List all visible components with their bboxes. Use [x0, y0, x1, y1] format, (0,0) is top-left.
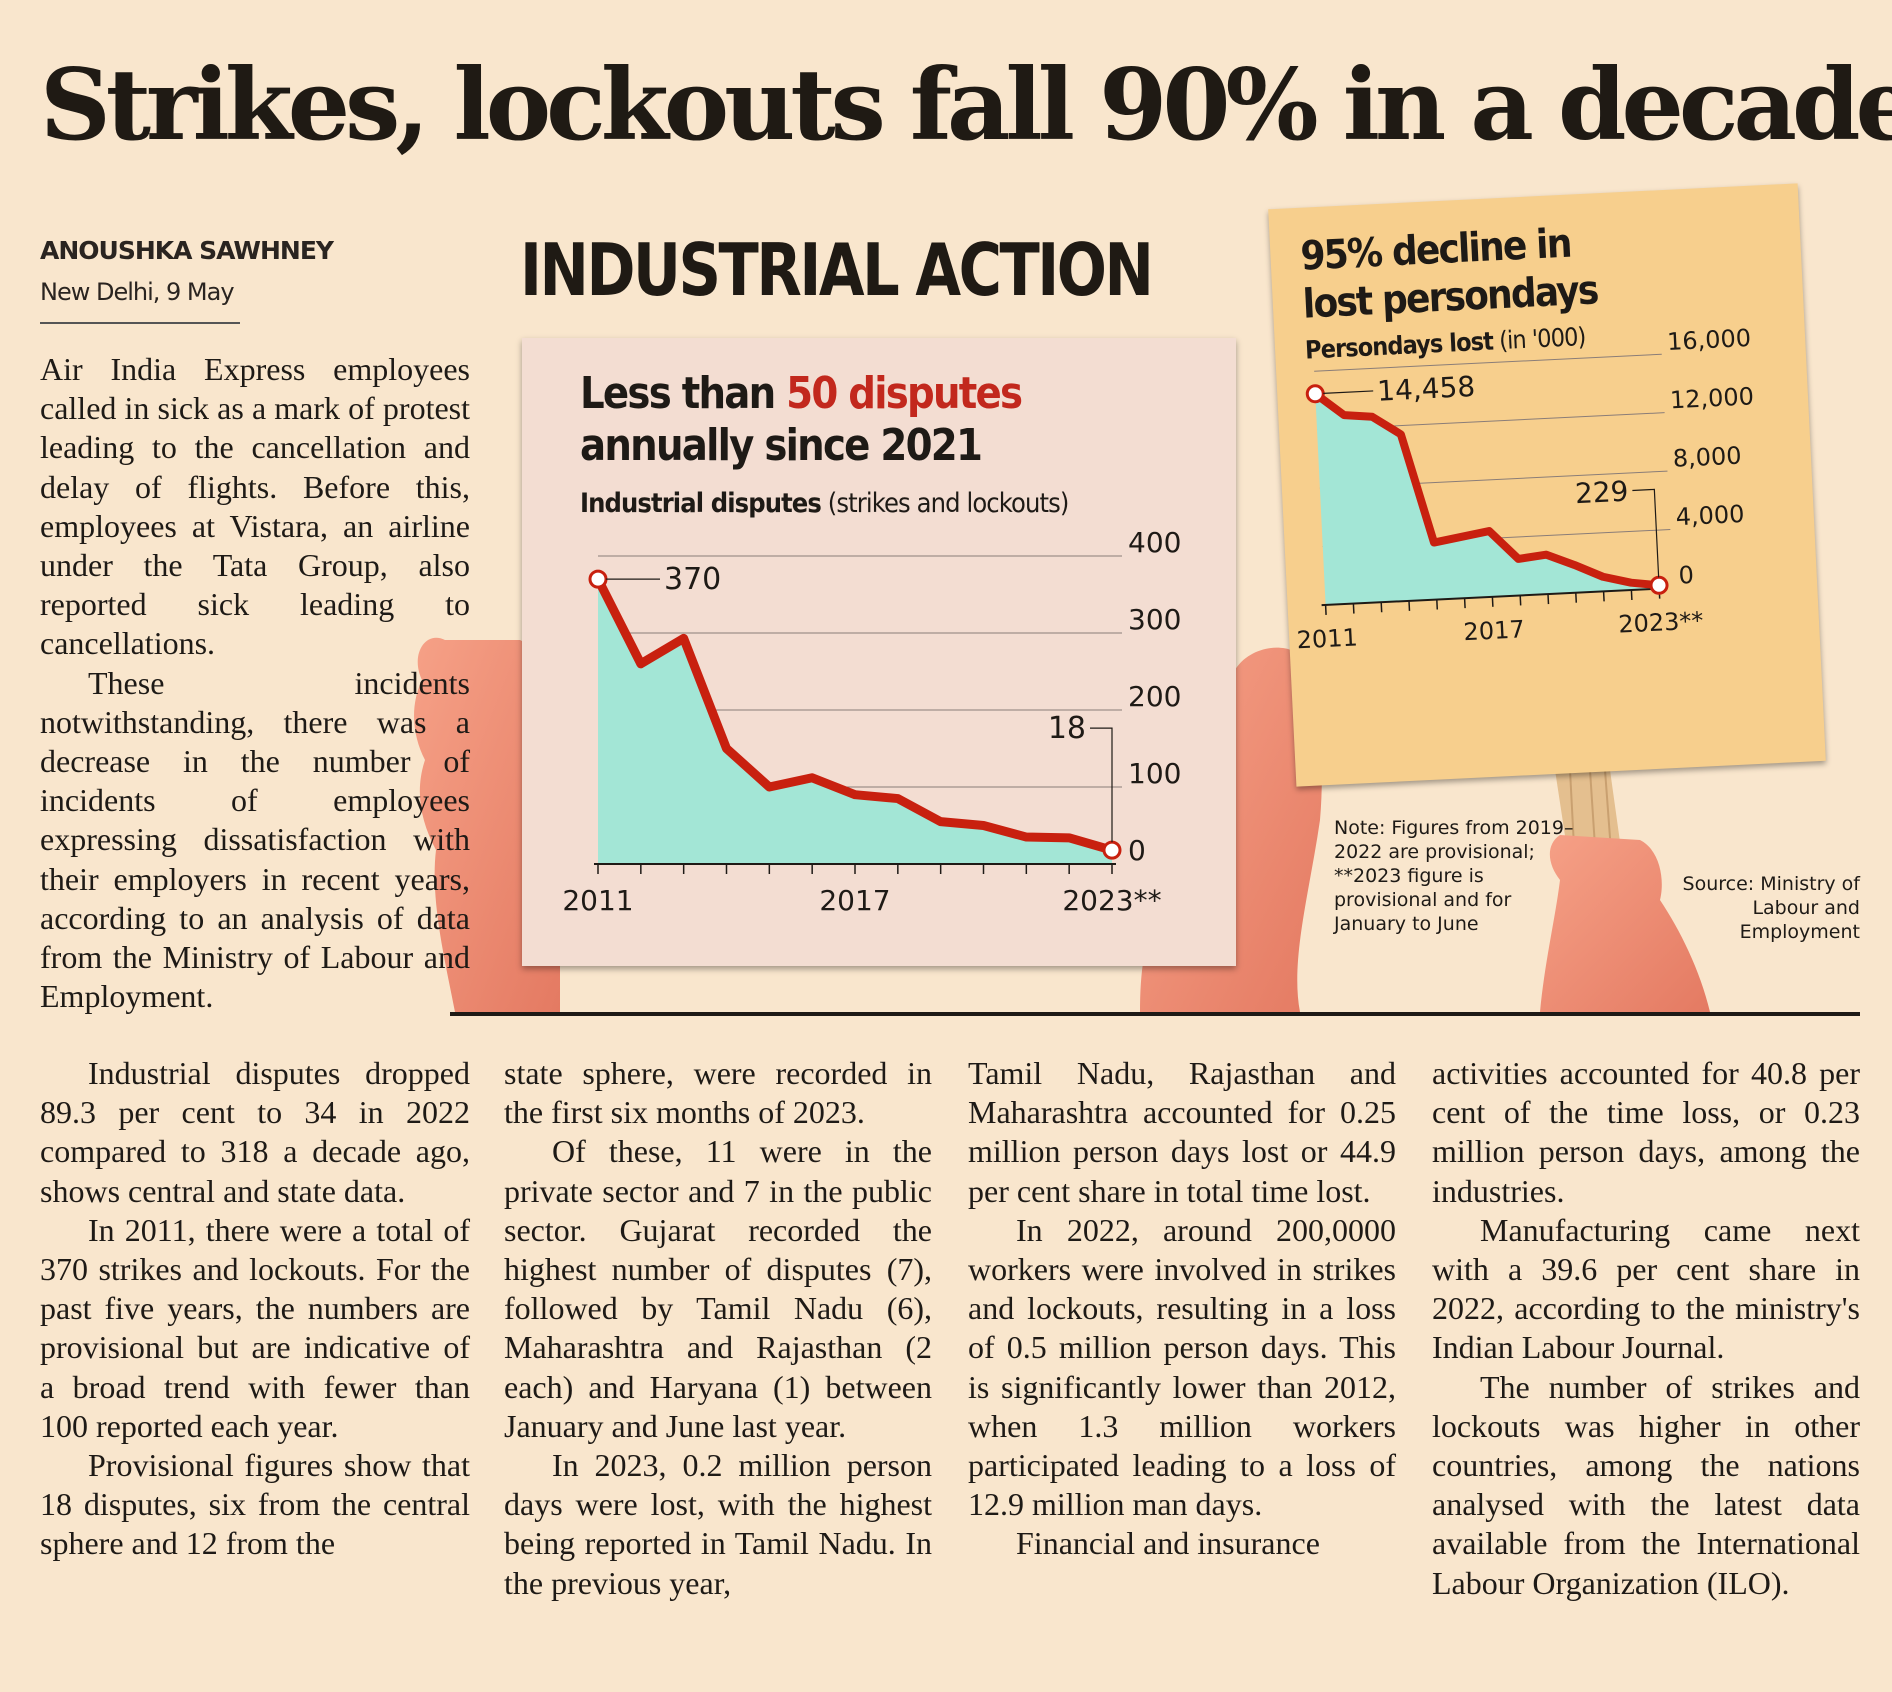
x-tick-label: 2017	[819, 884, 890, 917]
section-title: INDUSTRIAL ACTION	[520, 228, 1154, 312]
article-column-4: activities accounted for 40.8 per cent o…	[1432, 1054, 1860, 1603]
y-tick-label: 300	[1128, 603, 1181, 636]
y-tick-label: 100	[1128, 757, 1181, 790]
chart-note: Note: Figures from 2019–2022 are provisi…	[1334, 817, 1574, 935]
data-label: 18	[1048, 711, 1086, 746]
section-divider-rule	[450, 1012, 1860, 1016]
annotation-leader	[1632, 488, 1660, 578]
chart-source: Source: Ministry of Labour and Employmen…	[1682, 873, 1860, 943]
data-label: 14,458	[1376, 370, 1475, 408]
headline: Strikes, lockouts fall 90% in a decade	[40, 48, 1892, 163]
chart1-subtitle: Industrial disputes (strikes and lockout…	[580, 488, 1069, 519]
x-tick-label: 2017	[1463, 615, 1525, 646]
chart2-plot: 0 4,000 8,000 12,000 16,000 2011 2017 2023** 14,…	[1296, 324, 1755, 655]
y-tick-label: 12,000	[1669, 382, 1754, 414]
chart1-title-line2: annually since 2021	[580, 420, 983, 471]
x-tick-label: 2011	[562, 884, 633, 917]
gridline	[1314, 353, 1662, 372]
article-paragraph: Tamil Nadu, Rajasthan and Maharashtra ac…	[968, 1055, 1396, 1209]
x-tick-label: 2023**	[1618, 607, 1704, 639]
article-paragraph: In 2011, there were a total of 370 strik…	[40, 1211, 470, 1444]
byline-author: ANOUSHKA SAWHNEY	[40, 236, 334, 265]
data-point-marker	[588, 569, 608, 589]
y-tick-label: 0	[1128, 834, 1146, 867]
data-point-marker	[1305, 384, 1325, 404]
y-tick-label: 0	[1678, 561, 1695, 590]
data-label: 370	[664, 562, 721, 597]
article-paragraph: In 2023, 0.2 million person days were lo…	[504, 1447, 932, 1601]
x-tick-label: 2011	[1296, 623, 1358, 654]
article-column-1-top: Air India Express employees called in si…	[40, 350, 470, 1016]
article-column-1: Industrial disputes dropped 89.3 per cen…	[40, 1054, 470, 1564]
byline-place-date: New Delhi, 9 May	[40, 278, 235, 306]
article-column-2: state sphere, were recorded in the first…	[504, 1054, 932, 1603]
y-tick-label: 4,000	[1675, 500, 1745, 531]
chart-board-persondays: 95% decline in lost persondays Personday…	[1268, 183, 1826, 787]
data-point-marker	[1649, 575, 1669, 595]
article-paragraph: Manufacturing came next with a 39.6 per …	[1432, 1211, 1860, 1366]
annotation-leader	[1323, 390, 1374, 394]
article-paragraph: activities accounted for 40.8 per cent o…	[1432, 1055, 1860, 1209]
data-point-marker	[1102, 840, 1122, 860]
y-tick-label: 8,000	[1672, 441, 1742, 472]
article-paragraph: Provisional figures show that 18 dispute…	[40, 1447, 470, 1562]
chart1-plot: 0 100 200 300 400 2011 2017 2023** 370 18	[562, 526, 1181, 917]
chart-board-disputes: Less than 50 disputes annually since 202…	[522, 338, 1236, 966]
byline-rule	[40, 322, 240, 324]
article-paragraph: state sphere, were recorded in the first…	[504, 1055, 932, 1131]
x-tick-label: 2023**	[1062, 884, 1161, 917]
article-paragraph: Industrial disputes dropped 89.3 per cen…	[40, 1055, 470, 1209]
article-column-3: Tamil Nadu, Rajasthan and Maharashtra ac…	[968, 1054, 1396, 1564]
data-label: 229	[1574, 475, 1629, 511]
y-tick-label: 400	[1128, 526, 1181, 559]
article-paragraph: Financial and insurance	[1016, 1525, 1320, 1562]
annotation-leader	[1090, 727, 1113, 843]
series-line	[1312, 390, 1660, 590]
article-paragraph: Of these, 11 were in the private sector …	[504, 1133, 932, 1444]
article-paragraph: Air India Express employees called in si…	[40, 351, 470, 662]
area-fill	[598, 579, 1112, 864]
article-paragraph: In 2022, around 200,0000 workers were in…	[968, 1211, 1396, 1523]
y-tick-label: 200	[1128, 680, 1181, 713]
article-paragraph: These incidents notwithstanding, there w…	[40, 664, 470, 1015]
y-tick-label: 16,000	[1666, 324, 1751, 356]
chart1-title-line1: Less than 50 disputes	[580, 368, 1023, 419]
article-paragraph: The number of strikes and lockouts was h…	[1432, 1368, 1860, 1601]
series-line	[593, 577, 1114, 855]
